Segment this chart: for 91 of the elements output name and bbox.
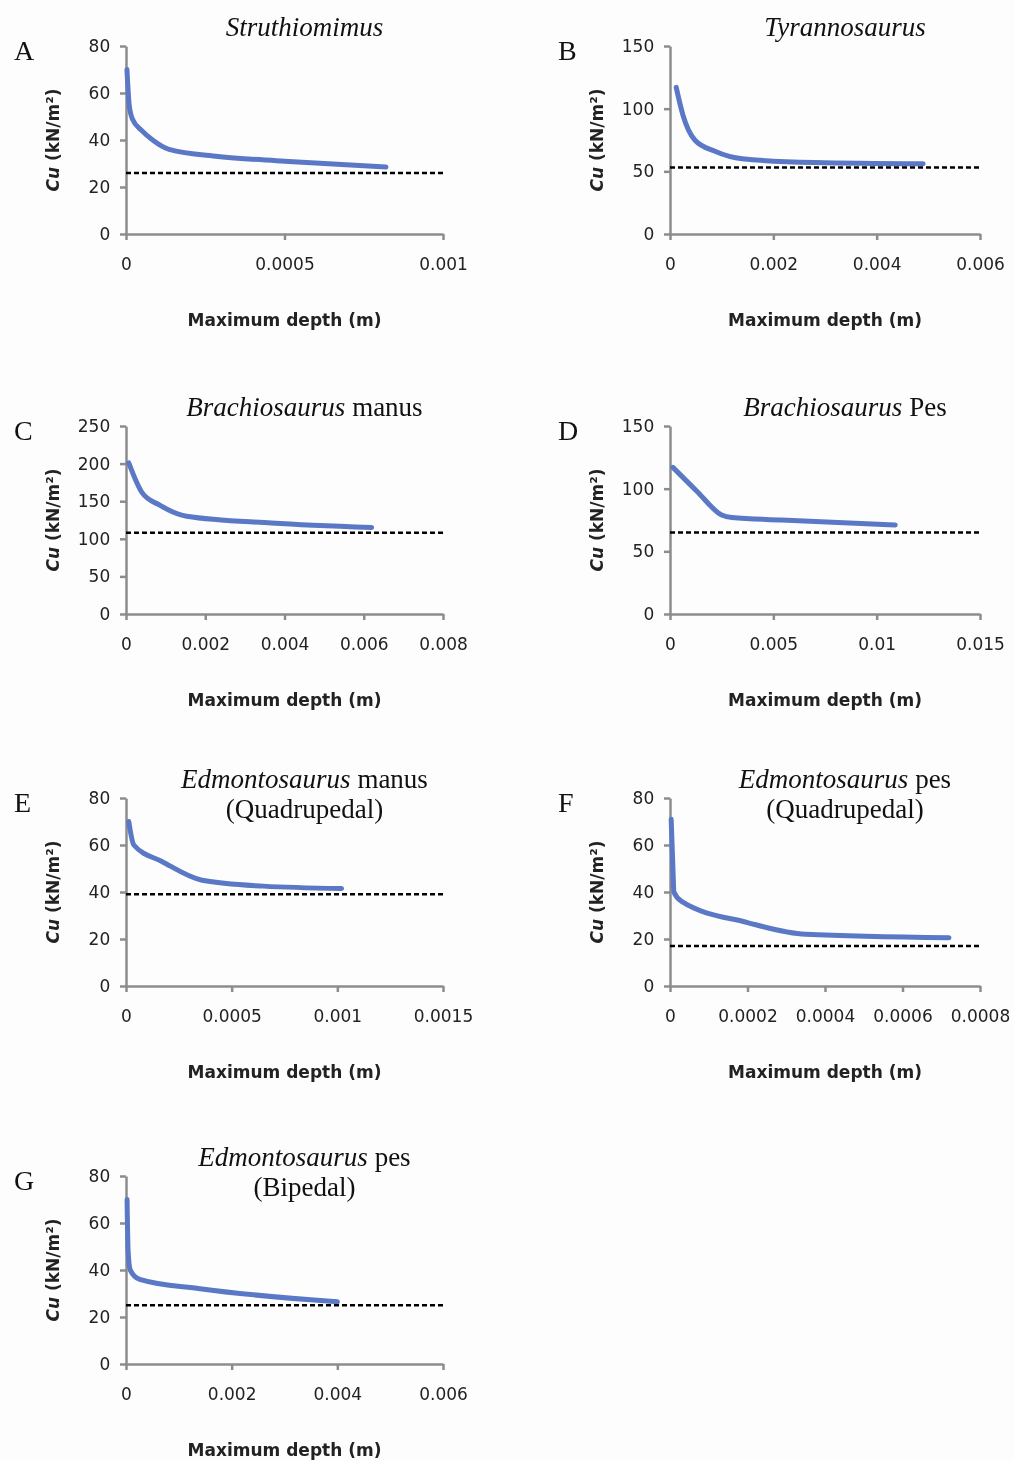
x-tick-label: 0.0008 bbox=[950, 1006, 1011, 1027]
y-tick-label: 200 bbox=[77, 453, 111, 474]
chart-title: Edmontosaurus pes (Bipedal) bbox=[197, 1142, 411, 1202]
x-tick-label: 0 bbox=[665, 1006, 676, 1027]
x-tick-label: 0.002 bbox=[181, 634, 231, 655]
y-tick-label: 0 bbox=[643, 603, 655, 624]
x-tick-label: 0.006 bbox=[419, 1384, 468, 1405]
x-tick-label: 0.001 bbox=[313, 1006, 363, 1027]
y-tick-label: 20 bbox=[632, 928, 655, 949]
y-tick-label: 50 bbox=[88, 566, 111, 587]
y-tick-label: 150 bbox=[77, 491, 111, 512]
y-tick-label: 40 bbox=[88, 1259, 111, 1280]
x-axis-title: Maximum depth (m) bbox=[187, 1440, 382, 1460]
text: D bbox=[558, 415, 579, 446]
y-tick-label: 250 bbox=[77, 415, 111, 436]
y-axis-title: Cu (kN/m²) bbox=[43, 840, 63, 944]
x-tick-label: 0.008 bbox=[419, 634, 468, 655]
y-tick-label: 100 bbox=[77, 528, 111, 549]
x-tick-label: 0.004 bbox=[852, 254, 902, 275]
y-tick-label: 20 bbox=[88, 176, 111, 197]
y-axis-title: Cu (kN/m²) bbox=[587, 468, 607, 572]
x-tick-label: 0.0002 bbox=[718, 1006, 778, 1027]
y-tick-label: 0 bbox=[99, 603, 111, 624]
chart-title: Tyrannosaurus bbox=[764, 12, 926, 42]
x-tick-label: 0.002 bbox=[749, 254, 799, 275]
x-tick-label: 0.0006 bbox=[873, 1006, 933, 1027]
y-tick-label: 150 bbox=[621, 415, 655, 436]
y-axis-title: Cu (kN/m²) bbox=[43, 88, 63, 192]
x-tick-label: 0.01 bbox=[858, 634, 897, 655]
x-tick-label: 0.015 bbox=[956, 634, 1005, 655]
y-tick-label: 40 bbox=[88, 129, 111, 150]
y-tick-label: 60 bbox=[88, 834, 111, 855]
x-tick-label: 0 bbox=[121, 1384, 132, 1405]
chart-title: Brachiosaurus Pes bbox=[743, 392, 947, 422]
y-tick-label: 80 bbox=[88, 35, 111, 56]
text: F bbox=[558, 787, 574, 818]
x-axis-title: Maximum depth (m) bbox=[728, 690, 922, 710]
y-tick-label: 20 bbox=[88, 1306, 111, 1327]
x-tick-label: 0.005 bbox=[749, 634, 799, 655]
y-tick-label: 50 bbox=[632, 541, 655, 562]
y-tick-label: 100 bbox=[621, 98, 655, 119]
y-tick-label: 60 bbox=[632, 834, 655, 855]
x-tick-label: 0.006 bbox=[956, 254, 1005, 275]
y-tick-label: 100 bbox=[621, 478, 655, 499]
x-axis-title: Maximum depth (m) bbox=[187, 690, 382, 710]
y-tick-label: 80 bbox=[88, 1165, 111, 1186]
x-tick-label: 0 bbox=[665, 634, 676, 655]
text: E bbox=[14, 787, 32, 818]
x-tick-label: 0 bbox=[121, 254, 132, 275]
y-tick-label: 0 bbox=[643, 223, 655, 244]
chart-title: Struthiomimus bbox=[225, 12, 384, 42]
y-axis-title: Cu (kN/m²) bbox=[587, 88, 607, 192]
chart-title: Edmontosaurus pes (Quadrupedal) bbox=[737, 764, 952, 824]
x-axis-title: Maximum depth (m) bbox=[728, 1062, 922, 1082]
y-axis-title: Cu (kN/m²) bbox=[43, 468, 63, 572]
y-tick-label: 60 bbox=[88, 82, 111, 103]
x-tick-label: 0 bbox=[121, 1006, 132, 1027]
x-axis-title: Maximum depth (m) bbox=[187, 310, 382, 330]
x-tick-label: 0.004 bbox=[260, 634, 310, 655]
y-axis-title: Cu (kN/m²) bbox=[43, 1218, 63, 1322]
x-tick-label: 0.0004 bbox=[795, 1006, 856, 1027]
y-tick-label: 150 bbox=[621, 35, 655, 56]
y-tick-label: 80 bbox=[632, 787, 655, 808]
x-tick-label: 0.004 bbox=[313, 1384, 363, 1405]
x-tick-label: 0 bbox=[121, 634, 132, 655]
x-tick-label: 0.0005 bbox=[202, 1006, 262, 1027]
x-axis-title: Maximum depth (m) bbox=[728, 310, 922, 330]
x-axis-title: Maximum depth (m) bbox=[187, 1062, 382, 1082]
x-tick-label: 0.001 bbox=[419, 254, 468, 275]
x-tick-label: 0 bbox=[665, 254, 676, 275]
y-tick-label: 20 bbox=[88, 928, 111, 949]
text: A bbox=[14, 35, 35, 66]
y-tick-label: 50 bbox=[632, 161, 655, 182]
chart-title: Edmontosaurus manus (Quadrupedal) bbox=[180, 764, 428, 824]
y-tick-label: 0 bbox=[643, 975, 655, 996]
x-tick-label: 0.006 bbox=[339, 634, 389, 655]
x-tick-label: 0.002 bbox=[207, 1384, 257, 1405]
text: B bbox=[558, 35, 577, 66]
y-tick-label: 80 bbox=[88, 787, 111, 808]
y-tick-label: 40 bbox=[632, 881, 655, 902]
chart-title: Brachiosaurus manus bbox=[186, 392, 423, 422]
text: G bbox=[14, 1165, 35, 1196]
y-axis-title: Cu (kN/m²) bbox=[587, 840, 607, 944]
y-tick-label: 0 bbox=[99, 1353, 111, 1374]
x-tick-label: 0.0005 bbox=[255, 254, 315, 275]
y-tick-label: 0 bbox=[99, 975, 111, 996]
y-tick-label: 40 bbox=[88, 881, 111, 902]
text: C bbox=[14, 415, 33, 446]
y-tick-label: 60 bbox=[88, 1212, 111, 1233]
x-tick-label: 0.0015 bbox=[413, 1006, 474, 1027]
y-tick-label: 0 bbox=[99, 223, 111, 244]
